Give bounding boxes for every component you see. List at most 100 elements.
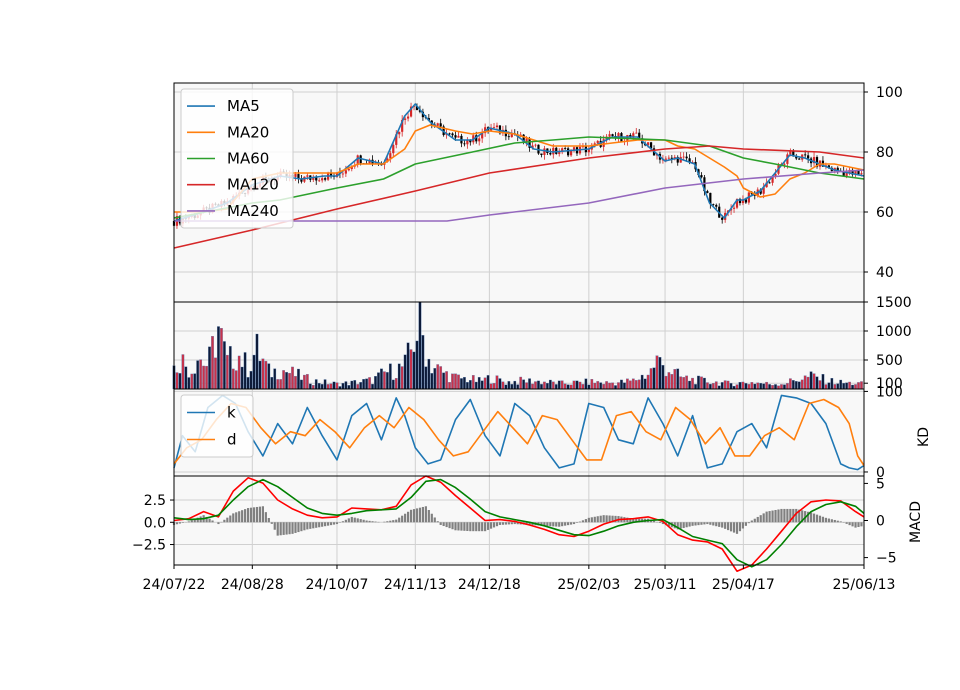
volume-bar (688, 380, 691, 390)
kd-grid (173, 389, 865, 476)
candle-body (750, 192, 753, 195)
macd-osc-bar (356, 518, 359, 523)
volume-bar (842, 383, 846, 390)
series-line-dif (173, 475, 865, 573)
price-legend: MA5 MA20 MA60 MA120 MA240 (180, 88, 294, 229)
volume-bar (848, 381, 851, 390)
macd-osc-bar (724, 522, 727, 529)
macd-osc-bar (276, 522, 279, 536)
y-tick-label: 40 (876, 265, 894, 281)
candle-body (380, 164, 383, 166)
candle-body (667, 157, 670, 159)
volume-bar (726, 380, 730, 390)
volume-bar (643, 378, 647, 390)
candle-body (836, 167, 839, 171)
candle-body (404, 118, 407, 120)
macd-osc-bar (264, 512, 267, 523)
macd-osc-bar (208, 518, 211, 523)
volume-bar (599, 382, 603, 390)
macd-lines (173, 475, 865, 573)
candle-body (552, 147, 555, 155)
macd-osc-bar (821, 516, 825, 523)
volume-bar (768, 384, 771, 390)
volume-bar (297, 368, 300, 390)
macd-osc-bar (795, 508, 798, 523)
macd-osc-bar (294, 522, 297, 533)
macd-osc-bar (697, 522, 700, 526)
macd-osc-bar (567, 522, 570, 526)
volume-bar (175, 372, 179, 390)
candle-body (475, 135, 478, 142)
macd-osc-bar (486, 522, 490, 530)
volume-bar (794, 381, 798, 390)
volume-bar (845, 382, 848, 390)
volume-bar (329, 383, 333, 390)
candle-body (478, 138, 481, 142)
volume-bar (735, 384, 739, 390)
volume-bar (433, 368, 437, 390)
volume-bar (400, 366, 404, 390)
volume-bar (658, 357, 662, 390)
macd-osc-bar (777, 509, 780, 523)
volume-bar (765, 381, 768, 390)
macd-osc-bar (484, 522, 487, 532)
volume-bar (803, 375, 807, 390)
volume-bar (670, 374, 674, 390)
volume-bar (723, 380, 727, 390)
volume-bar (682, 377, 686, 390)
macd-osc-bar (715, 522, 718, 527)
volume-bar (551, 381, 555, 390)
volume-bar (729, 383, 733, 390)
macd-osc-bar (507, 522, 510, 525)
x-tick-label: 24/07/22 (143, 577, 206, 593)
macd-osc-bar (510, 522, 513, 525)
volume-bar (548, 379, 552, 390)
candle-body (406, 116, 410, 119)
macd-osc-bar (344, 519, 347, 523)
macd-osc-bar (341, 521, 345, 523)
macd-osc-bar (175, 522, 179, 525)
candle-body (401, 119, 404, 132)
macd-osc-bar (241, 510, 244, 523)
volume-bar (655, 355, 659, 390)
macd-osc-bar (741, 522, 745, 529)
y-tick-label: 1500 (876, 295, 912, 311)
macd-osc-bar (297, 522, 300, 533)
macd-osc-bar (421, 506, 425, 523)
candle-body (827, 165, 830, 168)
volume-bar (474, 381, 478, 390)
macd-osc-bar (383, 521, 386, 523)
y-tick-label: −5 (876, 551, 897, 567)
series-line-ma20 (174, 124, 865, 213)
volume-bar (234, 370, 238, 390)
macd-osc-bar (398, 517, 401, 523)
macd-osc-bar (448, 522, 451, 529)
x-tick-label: 24/10/07 (306, 577, 369, 593)
macd-osc-bar (409, 509, 413, 523)
macd-osc-bar (288, 522, 291, 535)
macd-osc-bar (839, 521, 842, 523)
macd-osc-bar (418, 507, 422, 523)
macd-osc-bar (475, 522, 478, 532)
macd-osc-bar (830, 519, 833, 523)
volume-bar (626, 378, 629, 390)
volume-bar (403, 354, 407, 390)
candle-body (356, 155, 359, 165)
y-tick-label: −2.5 (132, 538, 166, 554)
volume-bar (780, 384, 783, 390)
candle-body (688, 158, 691, 163)
macd-osc-bar (744, 522, 747, 526)
volume-bar (596, 381, 600, 390)
x-tick-label: 25/04/17 (712, 577, 775, 593)
candle-body (398, 131, 401, 135)
candle-body (329, 173, 333, 176)
volume-bar (492, 383, 496, 390)
legend-label: MA240 (227, 202, 279, 220)
macd-osc-bar (709, 522, 712, 525)
macd-osc-bar (463, 522, 466, 531)
macd-osc-bar (501, 522, 505, 525)
volume-bar (294, 376, 297, 390)
volume-bar (365, 378, 368, 390)
volume-bar (708, 383, 712, 390)
